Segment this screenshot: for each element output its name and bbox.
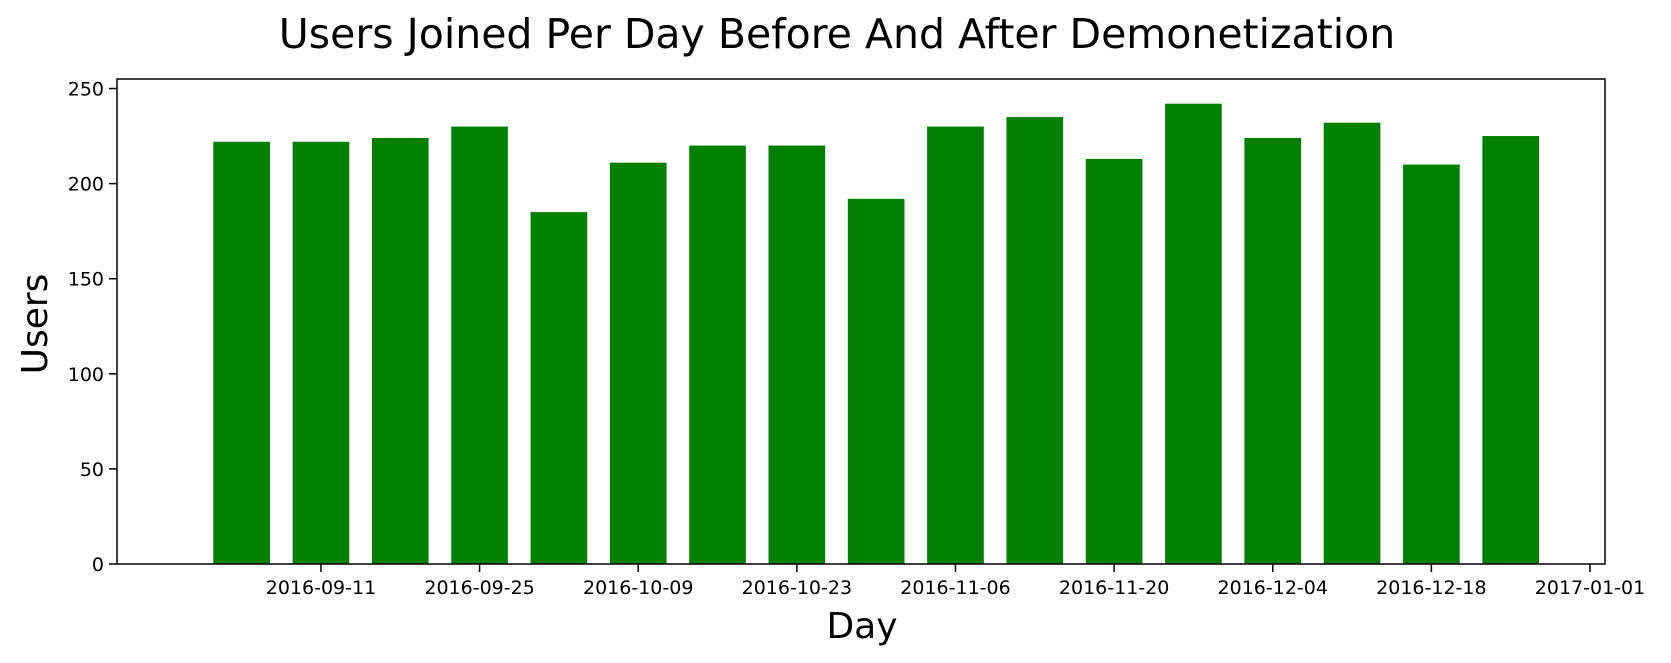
bar xyxy=(1006,117,1064,564)
y-tick-label: 50 xyxy=(80,459,104,481)
bar xyxy=(1085,158,1143,564)
x-tick-label: 2016-11-06 xyxy=(900,577,1010,599)
bar xyxy=(371,137,429,564)
y-axis: 0 50 100 150 200 250 xyxy=(68,79,117,576)
x-axis-label: Day xyxy=(826,606,897,647)
bar xyxy=(530,212,588,564)
bar xyxy=(609,162,667,564)
x-tick-label: 2016-10-09 xyxy=(583,577,693,599)
bar xyxy=(689,145,746,564)
y-tick-label: 200 xyxy=(68,174,104,196)
bar xyxy=(768,145,826,564)
bar xyxy=(847,198,905,564)
x-tick-label: 2016-10-23 xyxy=(742,577,852,599)
x-tick-label: 2016-12-04 xyxy=(1218,577,1328,599)
x-tick-label: 2016-09-11 xyxy=(266,577,376,599)
chart-title: Users Joined Per Day Before And After De… xyxy=(279,10,1395,58)
bar xyxy=(213,141,270,564)
bar xyxy=(1482,136,1540,564)
x-tick-label: 2017-01-01 xyxy=(1535,577,1645,599)
bar xyxy=(1403,164,1460,564)
y-tick-label: 0 xyxy=(92,554,104,576)
y-tick-label: 100 xyxy=(68,364,104,386)
y-tick-label: 150 xyxy=(68,269,104,291)
bars-group xyxy=(213,103,1540,565)
bar xyxy=(1244,137,1302,564)
x-axis: 2016-09-11 2016-09-25 2016-10-09 2016-10-23… xyxy=(266,564,1645,599)
bar xyxy=(927,126,984,565)
bar xyxy=(292,141,350,564)
x-tick-label: 2016-09-25 xyxy=(424,577,534,599)
x-tick-label: 2016-11-20 xyxy=(1059,577,1169,599)
plot-frame xyxy=(116,78,1606,565)
bar xyxy=(451,126,508,565)
bar xyxy=(1165,103,1222,564)
y-axis-label: Users xyxy=(15,274,56,375)
x-tick-label: 2016-12-18 xyxy=(1376,577,1486,599)
y-tick-label: 250 xyxy=(68,79,104,101)
bar xyxy=(1323,122,1381,565)
